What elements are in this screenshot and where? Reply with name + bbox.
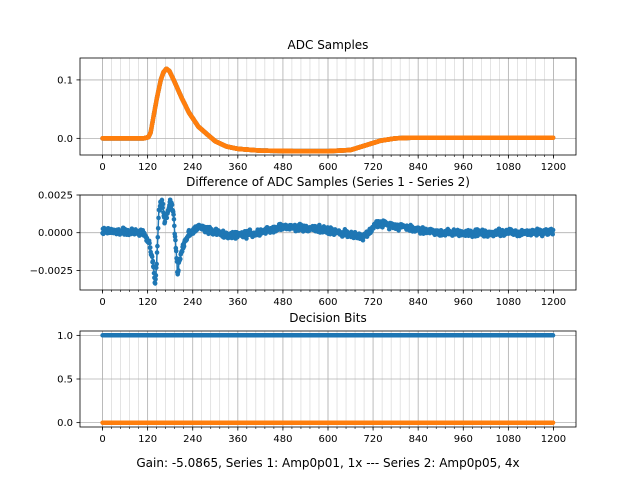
x-tick-label: 240 — [183, 297, 202, 308]
subplot-difference: Difference of ADC Samples (Series 1 - Se… — [30, 175, 577, 308]
data-point — [173, 248, 179, 254]
data-point — [147, 240, 152, 246]
data-point — [164, 215, 170, 221]
data-point — [162, 219, 168, 225]
data-point — [160, 205, 165, 211]
x-tick-label: 0 — [99, 297, 105, 308]
data-point — [300, 229, 306, 234]
adc-samples-plot-area: 0 120 240 360 480 600 720 840 960 1080 1200 0.0 0.1 — [57, 57, 577, 173]
x-tick-label: 840 — [409, 297, 428, 308]
x-tick-label: 1200 — [541, 162, 566, 173]
subplot-decision-bits: Decision Bits 0 120 240 360 480 600 720 840 960 1… — [57, 311, 577, 445]
data-point — [181, 244, 187, 249]
data-point — [154, 250, 160, 255]
x-tick-label: 1080 — [496, 297, 521, 308]
x-tick-label: 960 — [454, 297, 473, 308]
x-tick-label: 120 — [138, 297, 157, 308]
data-point — [147, 245, 153, 250]
series-series-2 — [100, 66, 556, 154]
data-point — [550, 135, 556, 141]
series-series-1-series-2 — [100, 197, 556, 287]
data-point — [171, 217, 177, 222]
data-point — [153, 265, 159, 271]
subplot-adc-samples: ADC Samples 0 120 240 360 480 600 720 840 960 108… — [57, 38, 577, 173]
difference-plot-area: 0 120 240 360 480 600 720 840 960 1080 1200 0.0025 0… — [30, 191, 577, 308]
data-point — [155, 243, 160, 249]
data-point — [149, 254, 155, 260]
data-point — [155, 234, 161, 240]
x-tick-label: 0 — [99, 162, 105, 173]
data-point — [160, 201, 166, 207]
x-tick-label: 1200 — [541, 297, 566, 308]
series-series-1 — [100, 333, 556, 338]
y-tick-label: −0.0025 — [30, 266, 73, 277]
x-tick-label: 600 — [318, 297, 337, 308]
data-point — [155, 225, 161, 231]
y-tick-label: 0.0025 — [38, 191, 73, 202]
data-point — [154, 261, 159, 267]
data-point — [156, 215, 161, 221]
x-tick-label: 480 — [273, 297, 292, 308]
x-tick-label: 120 — [138, 162, 157, 173]
series-layer — [100, 197, 556, 287]
data-point — [172, 234, 178, 239]
y-tick-label: 0.0000 — [38, 228, 73, 239]
data-point — [152, 281, 158, 286]
adc-samples-title: ADC Samples — [288, 38, 369, 52]
x-tick-label: 960 — [454, 162, 473, 173]
x-tick-label: 720 — [364, 162, 383, 173]
difference-title: Difference of ADC Samples (Series 1 - Se… — [186, 175, 470, 189]
data-point — [159, 197, 165, 203]
decision-bits-plot-area: 0 120 240 360 480 600 720 840 960 1080 12000.00.51… — [57, 330, 577, 445]
series-layer — [100, 333, 556, 425]
data-point — [178, 256, 183, 262]
x-tick-label: 720 — [364, 297, 383, 308]
series-layer — [100, 66, 556, 154]
y-tick-label: 0.0 — [57, 134, 73, 145]
data-point — [169, 202, 175, 208]
data-point — [157, 208, 162, 213]
data-point — [171, 212, 176, 217]
x-tick-label: 840 — [409, 162, 428, 173]
data-point — [153, 277, 158, 282]
data-point — [153, 273, 159, 278]
x-tick-label: 600 — [318, 162, 337, 173]
data-point — [150, 258, 156, 264]
data-point — [550, 227, 556, 233]
decision-bits-title: Decision Bits — [289, 311, 366, 325]
x-tick-label: 360 — [228, 162, 247, 173]
data-point — [176, 268, 181, 273]
data-point — [173, 237, 178, 243]
y-tick-label: 0.1 — [57, 75, 73, 86]
x-tick-label: 480 — [273, 162, 292, 173]
x-tick-label: 240 — [183, 162, 202, 173]
data-point — [550, 231, 555, 237]
x-tick-label: 360 — [228, 297, 247, 308]
x-tick-label: 1080 — [496, 162, 521, 173]
data-point — [172, 223, 177, 229]
